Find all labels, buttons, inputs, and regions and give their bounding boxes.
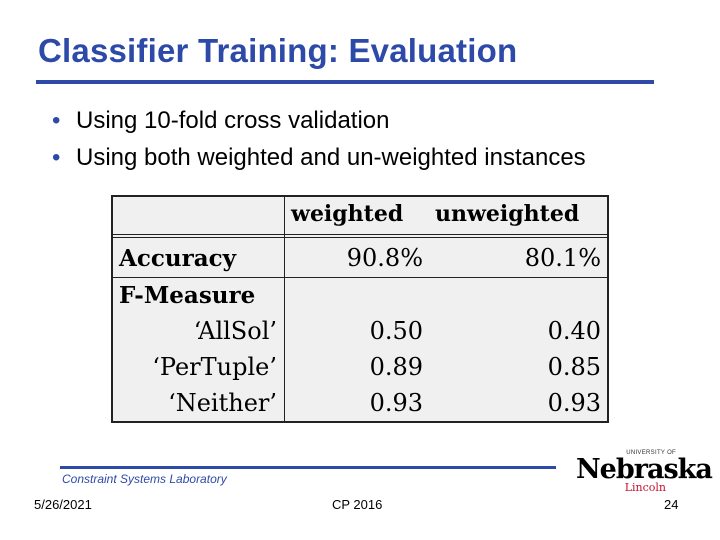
slide-title: Classifier Training: Evaluation	[38, 32, 518, 69]
logo-campus-text: Lincoln	[624, 481, 666, 494]
row-label-accuracy: Accuracy	[119, 245, 236, 272]
accuracy-unweighted: 80.1%	[524, 244, 601, 272]
footer-conference: CP 2016	[332, 497, 383, 512]
neither-unweighted: 0.93	[547, 389, 601, 417]
bullet-dot-icon: •	[52, 144, 61, 171]
allsol-weighted: 0.50	[369, 317, 423, 345]
bullet-text: Using both weighted and un-weighted inst…	[76, 144, 586, 171]
footer-rule	[60, 466, 556, 469]
header-weighted: weighted	[291, 201, 404, 227]
allsol-unweighted: 0.40	[547, 317, 601, 345]
table-column-divider	[284, 197, 285, 421]
page-number: 24	[664, 497, 679, 512]
bullet-item: • Using 10-fold cross validation	[52, 102, 586, 139]
row-label-pertuple: ‘PerTuple’	[152, 353, 277, 381]
title-underline	[36, 80, 654, 84]
university-logo: UNIVERSITY OF Nebraska Lincoln	[576, 448, 713, 496]
footer-date: 5/26/2021	[34, 497, 92, 512]
accuracy-weighted: 90.8%	[346, 244, 423, 272]
footer-lab-name: Constraint Systems Laboratory	[62, 472, 227, 486]
pertuple-weighted: 0.89	[369, 353, 423, 381]
bullet-text: Using 10-fold cross validation	[76, 107, 390, 134]
row-label-allsol: ‘AllSol’	[193, 317, 277, 345]
row-label-fmeasure: F-Measure	[119, 282, 256, 309]
logo-name-text: Nebraska	[576, 454, 713, 485]
pertuple-unweighted: 0.85	[547, 353, 601, 381]
table-row-divider	[113, 277, 607, 278]
row-label-neither: ‘Neither’	[168, 389, 277, 417]
header-unweighted: unweighted	[435, 201, 580, 227]
bullet-dot-icon: •	[52, 107, 61, 134]
bullet-list: • Using 10-fold cross validation • Using b…	[52, 102, 586, 176]
neither-weighted: 0.93	[369, 389, 423, 417]
table-header-divider	[113, 234, 607, 238]
logo-university-text: UNIVERSITY OF	[626, 450, 676, 456]
bullet-item: • Using both weighted and un-weighted ins…	[52, 139, 586, 176]
results-table: weighted unweighted Accuracy 90.8% 80.1%…	[111, 195, 609, 423]
